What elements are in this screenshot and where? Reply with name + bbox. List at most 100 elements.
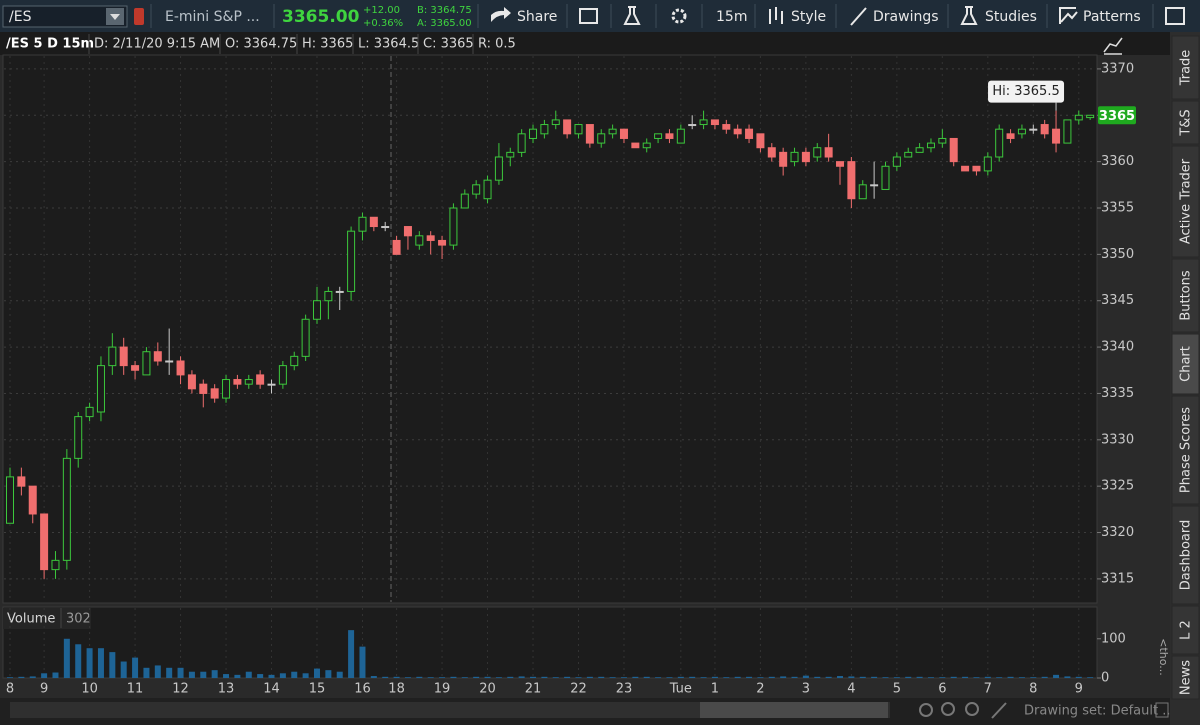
candle-body: [312, 300, 321, 320]
candle-body: [1006, 133, 1015, 139]
volume-bar: [97, 648, 104, 678]
candle-body: [813, 147, 822, 158]
volume-bar: [507, 676, 514, 678]
volume-bar: [382, 676, 389, 678]
sidebar-tab[interactable]: [1171, 258, 1200, 333]
candle-body: [62, 457, 71, 561]
candle-body: [449, 207, 458, 246]
dropdown-arrow: [110, 14, 120, 20]
sidebar-tab-label: Chart: [1179, 346, 1194, 382]
candle-body: [85, 406, 94, 418]
candle-body: [574, 124, 583, 135]
crosshair-icon[interactable]: [919, 703, 933, 717]
volume-bar: [1075, 676, 1082, 678]
candle-body: [801, 151, 810, 163]
candle-body: [187, 374, 196, 390]
symbol: /ES: [9, 9, 32, 25]
drawings-icon: [850, 7, 867, 26]
volume-bar: [359, 646, 366, 678]
studies-button[interactable]: Studies: [985, 9, 1037, 25]
volume-bar: [905, 676, 912, 678]
candle-body: [858, 184, 867, 200]
volume-panel: [2, 606, 1098, 679]
volume-bar: [109, 652, 116, 678]
volume-bar: [950, 676, 957, 678]
sidebar-tab-label: Buttons: [1179, 270, 1194, 321]
y-tick-label: 3320: [1101, 525, 1134, 540]
zoom-tools: [919, 702, 1007, 719]
candle-body: [836, 161, 845, 167]
share-button[interactable]: Share: [517, 9, 557, 25]
scrollbar-thumb[interactable]: [700, 702, 888, 718]
settings-icon[interactable]: [671, 8, 687, 24]
volume-bar: [518, 676, 525, 678]
candle-body: [722, 124, 731, 130]
scrollbar-track[interactable]: [10, 702, 890, 718]
layout-icon[interactable]: [1165, 7, 1185, 25]
x-tick-label: 7: [984, 682, 992, 697]
candle-body: [688, 124, 697, 127]
annotation-box: [988, 80, 1065, 103]
candle-body: [642, 142, 651, 149]
candle-body: [358, 216, 367, 232]
volume-bar: [711, 676, 718, 678]
x-tick-label: 16: [354, 682, 371, 697]
sidebar-tab[interactable]: [1171, 655, 1200, 700]
candle-body: [870, 184, 879, 187]
last-price-label: 3365: [1099, 109, 1135, 124]
sidebar-tab[interactable]: [1171, 100, 1200, 145]
volume-bar: [791, 676, 798, 678]
volume-bar: [746, 676, 753, 678]
link-color[interactable]: [134, 8, 144, 25]
candle-body: [1086, 114, 1095, 119]
candle-body: [74, 416, 83, 459]
x-tick-label: 2: [756, 682, 764, 697]
volume-bar: [166, 667, 173, 678]
candle-body: [153, 351, 162, 362]
sidebar-tab[interactable]: [1171, 395, 1200, 505]
sidebar-tab[interactable]: [1171, 605, 1200, 655]
sidebar-tab-label: T&S: [1179, 109, 1194, 136]
x-tick-label: 1: [711, 682, 719, 697]
candle-body: [403, 226, 412, 237]
volume-bar: [268, 674, 275, 678]
volume-bar: [393, 676, 400, 678]
volume-bar: [984, 676, 991, 678]
drawings-button[interactable]: Drawings: [873, 9, 939, 25]
footer-icon[interactable]: [1155, 702, 1169, 718]
share-icon: [491, 7, 511, 22]
volume-bar: [734, 676, 741, 678]
scale-icon[interactable]: [1103, 37, 1123, 55]
candle-body: [745, 128, 754, 139]
drawing-set[interactable]: Drawing set: Default ...: [1024, 704, 1175, 719]
chart-label: /ES 5 D 15m: [6, 37, 94, 52]
candle-body: [608, 128, 617, 135]
style-button[interactable]: Style: [791, 9, 826, 25]
flask-icon[interactable]: [623, 6, 641, 25]
sidebar-tab[interactable]: [1171, 505, 1200, 605]
candle-body: [631, 142, 640, 149]
volume-bar: [1053, 674, 1060, 678]
candle-body: [301, 318, 310, 357]
candle-body: [540, 124, 549, 135]
volume-bar: [655, 677, 662, 678]
zoom-out-icon[interactable]: [965, 702, 979, 716]
candle-body: [926, 142, 935, 149]
sidebar-tab[interactable]: [1171, 35, 1200, 100]
zoom-in-icon[interactable]: [941, 702, 955, 716]
studies-icon: [960, 6, 978, 25]
candle-body: [551, 119, 560, 126]
sidebar-tab[interactable]: [1171, 145, 1200, 258]
volume-bar: [143, 667, 150, 678]
symbol-box[interactable]: [2, 5, 128, 28]
volume-bar: [586, 676, 593, 678]
patterns-button[interactable]: Patterns: [1083, 9, 1141, 25]
x-tick-label: 18: [388, 682, 405, 697]
volume-bar: [552, 677, 559, 678]
volume-bar: [41, 673, 48, 678]
info-date: D: 2/11/20 9:15 AM: [94, 37, 220, 52]
notes-icon[interactable]: [579, 8, 598, 24]
pencil-icon[interactable]: [991, 702, 1007, 719]
sidebar-tab[interactable]: [1171, 333, 1200, 395]
timeframe-button[interactable]: 15m: [716, 9, 747, 25]
